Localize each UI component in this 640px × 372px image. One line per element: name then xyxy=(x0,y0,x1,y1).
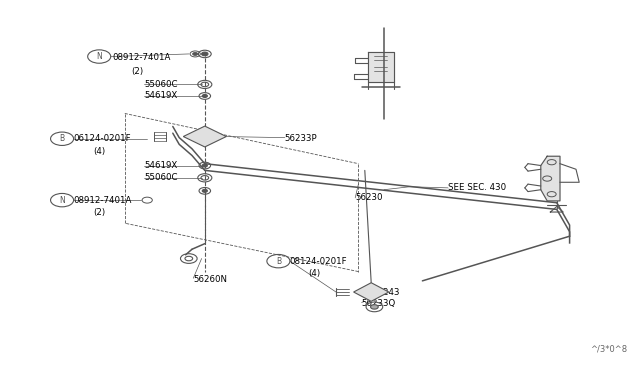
Text: (4): (4) xyxy=(308,269,321,278)
Text: SEE SEC. 430: SEE SEC. 430 xyxy=(448,183,506,192)
Circle shape xyxy=(202,164,207,167)
Circle shape xyxy=(193,52,198,55)
Text: 56230: 56230 xyxy=(355,193,383,202)
Text: 56260N: 56260N xyxy=(193,275,227,284)
Text: 55060C: 55060C xyxy=(144,173,177,182)
Text: 54619X: 54619X xyxy=(144,161,177,170)
Text: 06124-0201F: 06124-0201F xyxy=(74,134,131,143)
Text: B: B xyxy=(276,257,281,266)
Text: 55060C: 55060C xyxy=(144,80,177,89)
Text: B: B xyxy=(60,134,65,143)
Polygon shape xyxy=(183,126,227,147)
Text: 56233Q: 56233Q xyxy=(362,299,396,308)
Polygon shape xyxy=(354,283,388,301)
Circle shape xyxy=(371,305,378,309)
Text: 08912-7401A: 08912-7401A xyxy=(74,196,132,205)
Text: (4): (4) xyxy=(93,147,105,155)
Text: 56233P: 56233P xyxy=(285,134,317,143)
Text: (2): (2) xyxy=(93,208,105,217)
Text: N: N xyxy=(60,196,65,205)
Circle shape xyxy=(202,94,207,97)
Text: (2): (2) xyxy=(131,67,143,76)
Polygon shape xyxy=(368,52,394,82)
Circle shape xyxy=(202,189,207,192)
Text: 08124-0201F: 08124-0201F xyxy=(289,257,347,266)
Polygon shape xyxy=(541,156,560,201)
Text: 54619X: 54619X xyxy=(144,92,177,100)
Circle shape xyxy=(202,52,208,56)
Text: 56243: 56243 xyxy=(372,288,400,296)
Text: 08912-7401A: 08912-7401A xyxy=(112,53,170,62)
Text: N: N xyxy=(97,52,102,61)
Text: ^/3*0^8: ^/3*0^8 xyxy=(590,344,627,353)
